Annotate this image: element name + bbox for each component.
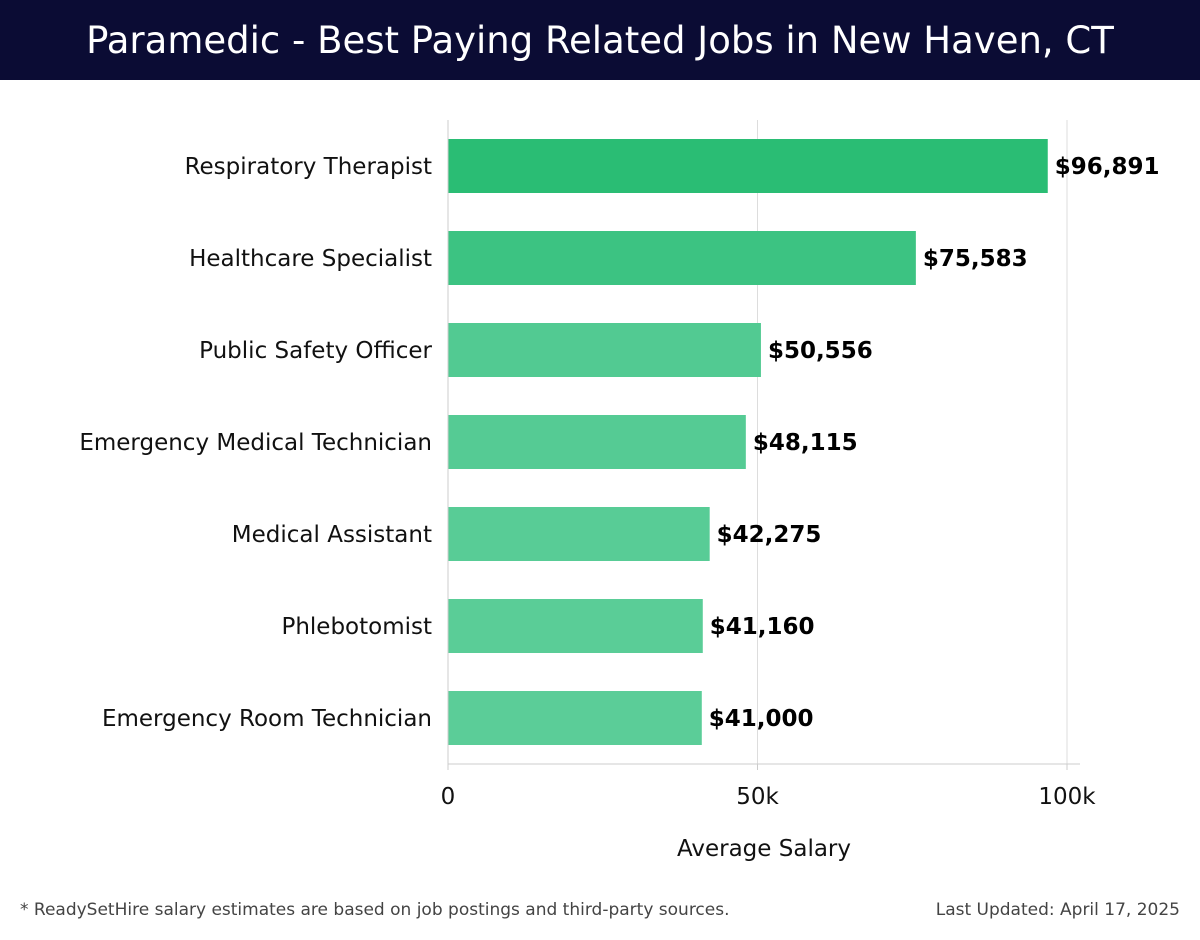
bar — [448, 139, 1048, 193]
bar — [448, 323, 761, 377]
category-label: Respiratory Therapist — [185, 154, 432, 180]
chart-header: Paramedic - Best Paying Related Jobs in … — [0, 0, 1200, 80]
x-axis-title: Average Salary — [677, 836, 851, 862]
value-label: $42,275 — [717, 522, 822, 548]
value-label: $75,583 — [923, 246, 1028, 272]
value-label: $48,115 — [753, 430, 858, 456]
category-label: Public Safety Officer — [199, 338, 432, 364]
chart-title: Paramedic - Best Paying Related Jobs in … — [86, 18, 1114, 62]
x-tick-label: 0 — [441, 784, 456, 810]
bar — [448, 231, 916, 285]
category-label: Phlebotomist — [281, 614, 432, 640]
category-label: Emergency Room Technician — [102, 706, 432, 732]
value-label: $96,891 — [1055, 154, 1160, 180]
footer-note: * ReadySetHire salary estimates are base… — [20, 900, 730, 920]
value-label: $41,000 — [709, 706, 814, 732]
x-tick-label: 50k — [736, 784, 779, 810]
bar-chart: Respiratory Therapist $96,891 Healthcare S… — [79, 120, 1160, 862]
labels: Respiratory Therapist $96,891 Healthcare S… — [79, 154, 1159, 732]
value-label: $50,556 — [768, 338, 873, 364]
x-axis: 0 50k 100k — [441, 120, 1096, 810]
category-label: Medical Assistant — [232, 522, 432, 548]
bar — [448, 415, 746, 469]
bars — [448, 139, 1048, 745]
category-label: Emergency Medical Technician — [79, 430, 432, 456]
bar — [448, 599, 703, 653]
value-label: $41,160 — [710, 614, 815, 640]
x-tick-label: 100k — [1038, 784, 1096, 810]
bar — [448, 507, 710, 561]
category-label: Healthcare Specialist — [189, 246, 432, 272]
bar — [448, 691, 702, 745]
footer-updated: Last Updated: April 17, 2025 — [935, 900, 1180, 920]
